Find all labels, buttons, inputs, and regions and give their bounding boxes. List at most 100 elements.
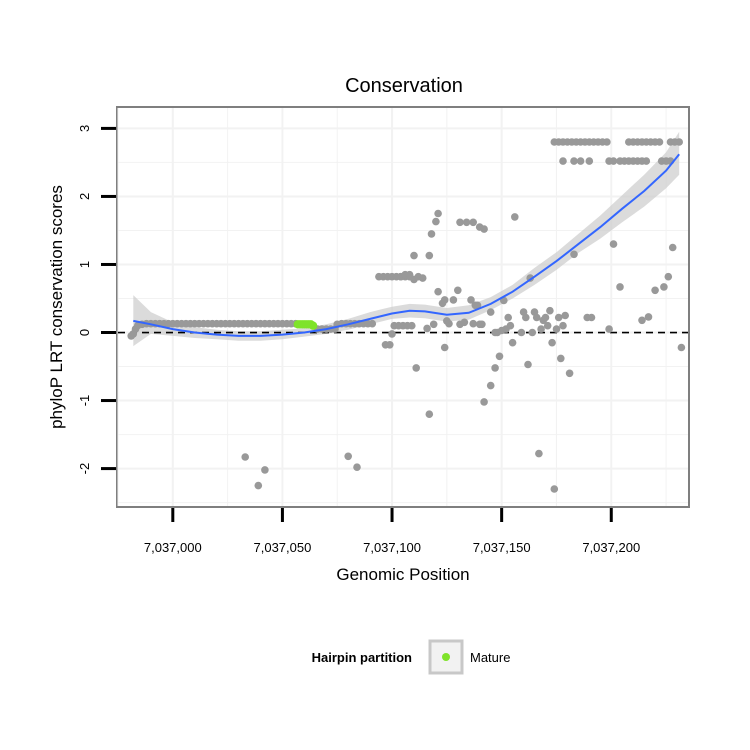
data-point: [660, 283, 668, 291]
x-tick-label: 7,037,200: [582, 540, 640, 555]
data-point: [677, 343, 686, 352]
data-point: [418, 274, 427, 282]
data-point: [467, 296, 475, 304]
data-point: [469, 218, 478, 227]
data-point: [541, 313, 550, 322]
data-point: [603, 138, 611, 146]
data-point: [537, 325, 545, 333]
data-point: [570, 157, 578, 165]
data-point: [368, 319, 377, 328]
chart-title: Conservation: [345, 75, 463, 97]
data-point: [353, 463, 361, 472]
data-point: [655, 138, 664, 146]
data-point: [423, 324, 431, 333]
data-point: [585, 157, 594, 165]
y-tick-label: -2: [77, 463, 92, 475]
data-point: [440, 343, 449, 352]
data-point: [388, 330, 396, 338]
data-point: [554, 313, 563, 322]
data-point: [524, 360, 532, 369]
data-point: [254, 481, 263, 490]
data-point: [412, 364, 421, 372]
data-point: [504, 313, 512, 322]
data-point: [675, 138, 683, 146]
data-point: [570, 250, 578, 259]
x-tick-label: 7,037,050: [254, 540, 312, 555]
data-point: [548, 338, 556, 347]
x-tick-label: 7,037,150: [473, 540, 531, 555]
points-mature: [293, 320, 318, 330]
data-point: [344, 452, 353, 461]
data-point: [638, 316, 646, 325]
data-point: [616, 283, 624, 291]
data-point: [550, 485, 559, 493]
legend-title: Hairpin partition: [312, 650, 412, 665]
y-tick-label: -1: [77, 395, 92, 407]
data-point: [642, 157, 651, 165]
data-point: [408, 321, 416, 330]
data-point: [462, 218, 471, 227]
data-point: [559, 321, 567, 330]
data-point: [405, 270, 414, 279]
data-point: [434, 287, 442, 296]
data-point: [429, 320, 438, 329]
data-point: [559, 157, 567, 165]
data-point: [651, 286, 659, 295]
data-point-mature: [308, 321, 318, 330]
y-tick-label: 3: [77, 125, 92, 132]
data-point: [546, 306, 554, 315]
data-point: [491, 328, 499, 337]
legend-label-mature: Mature: [470, 650, 510, 665]
data-point: [522, 313, 530, 322]
data-point: [473, 301, 482, 310]
points-other: [127, 138, 686, 493]
data-point: [495, 352, 504, 361]
x-axis-ticks: 7,037,000 7,037,050 7,037,100 7,037,150 7,03…: [144, 508, 640, 555]
data-point: [528, 328, 537, 337]
data-point: [664, 272, 673, 281]
y-tick-label: 1: [77, 261, 92, 268]
data-point: [469, 319, 478, 328]
data-point: [427, 230, 436, 238]
data-point: [511, 213, 519, 221]
legend: Hairpin partition Mature: [312, 639, 510, 675]
data-point: [486, 381, 495, 390]
data-point: [440, 296, 449, 304]
data-point: [460, 318, 469, 327]
data-point: [410, 251, 418, 260]
data-point: [432, 217, 440, 226]
data-point: [644, 313, 653, 321]
data-point: [535, 449, 543, 458]
y-axis-ticks: -2 -1 0 1 2 3: [77, 125, 116, 475]
data-point: [576, 157, 585, 165]
x-tick-label: 7,037,000: [144, 540, 202, 555]
y-tick-label: 2: [77, 193, 92, 200]
data-point: [587, 313, 596, 322]
x-tick-label: 7,037,100: [363, 540, 421, 555]
data-point: [449, 296, 458, 304]
data-point: [561, 311, 569, 320]
data-point: [543, 321, 552, 330]
data-point: [456, 218, 464, 227]
data-point: [261, 466, 269, 474]
data-point: [508, 338, 517, 347]
data-point: [517, 328, 526, 337]
smooth-line: [133, 153, 680, 337]
data-point: [605, 325, 613, 333]
data-point: [425, 251, 434, 260]
data-point: [557, 354, 565, 363]
data-point: [506, 321, 515, 330]
data-point: [532, 313, 541, 322]
data-point: [552, 325, 561, 333]
x-axis-label: Genomic Position: [336, 565, 469, 584]
data-point: [491, 364, 499, 372]
data-point: [480, 398, 488, 406]
data-point: [609, 157, 618, 165]
data-point: [454, 286, 462, 295]
y-axis-label: phyloP LRT conservation scores: [47, 185, 66, 429]
data-point: [609, 240, 618, 248]
data-point: [668, 243, 677, 252]
data-point: [486, 308, 495, 316]
data-point: [478, 320, 486, 329]
